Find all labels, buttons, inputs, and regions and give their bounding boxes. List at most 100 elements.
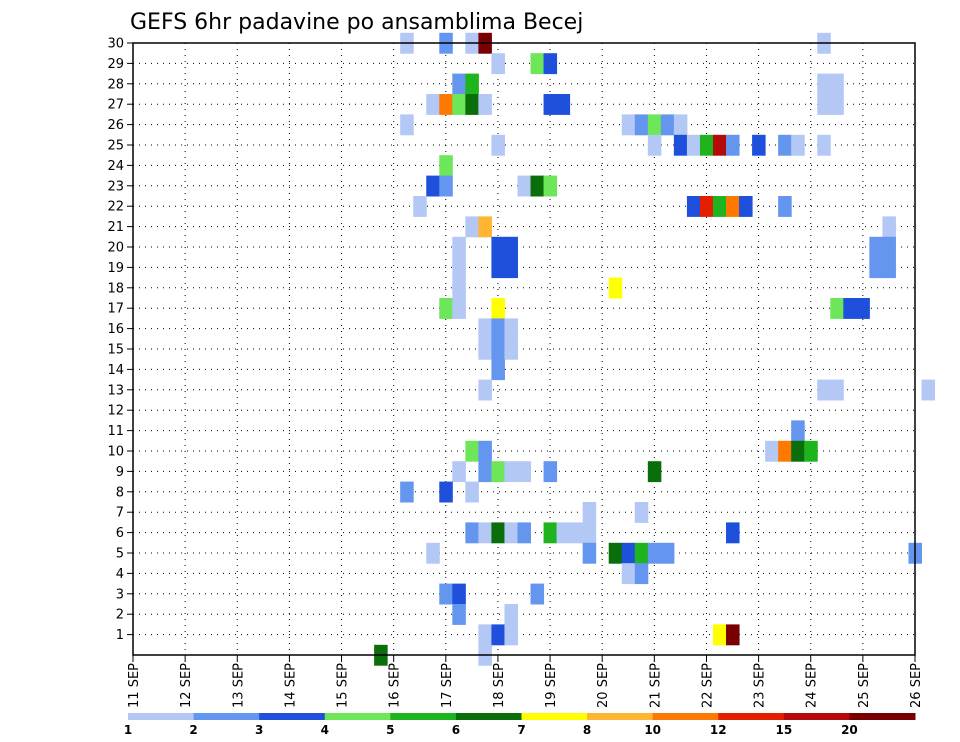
precip-cell: [830, 379, 844, 401]
precip-cell: [439, 155, 453, 177]
precip-cell: [543, 522, 558, 544]
y-tick-label: 13: [107, 383, 124, 398]
precip-cell: [452, 277, 466, 299]
x-tick-label: 14 SEP: [283, 663, 298, 708]
y-tick-label: 29: [107, 57, 124, 72]
precip-cell: [478, 94, 492, 115]
y-tick-label: 7: [116, 506, 124, 521]
chart-title: GEFS 6hr padavine po ansamblima Becej: [130, 10, 583, 35]
precip-cell: [439, 481, 453, 503]
precip-cell: [439, 175, 453, 197]
precip-cell: [739, 196, 753, 217]
precip-cell: [465, 94, 479, 115]
y-tick-label: 10: [107, 445, 124, 460]
precip-cell: [647, 134, 662, 156]
y-tick-label: 11: [107, 424, 124, 439]
colorbar-swatch: [587, 713, 654, 720]
precip-cell: [608, 277, 623, 299]
precip-cell: [413, 196, 427, 217]
y-tick-label: 18: [107, 281, 124, 296]
precip-cell: [621, 114, 636, 136]
precip-cell: [804, 440, 818, 462]
precip-cell: [439, 94, 453, 115]
colorbar-label: 12: [710, 723, 727, 737]
y-tick-label: 6: [116, 526, 124, 541]
precip-cell: [530, 175, 545, 197]
precip-cell: [491, 522, 505, 544]
x-tick-label: 24 SEP: [805, 663, 820, 708]
x-tick-label: 23 SEP: [753, 663, 768, 708]
precip-cell: [778, 196, 792, 217]
precip-cell: [556, 522, 571, 544]
precip-cell: [882, 257, 896, 279]
y-tick-label: 28: [107, 77, 124, 92]
y-tick-label: 27: [107, 98, 124, 113]
colorbar-swatch: [849, 713, 916, 720]
precip-cell: [478, 440, 492, 462]
y-tick-label: 4: [116, 567, 124, 582]
precip-cell: [465, 440, 479, 462]
precip-cell: [608, 542, 623, 564]
y-tick-label: 15: [107, 343, 124, 358]
precip-cell: [921, 379, 936, 401]
precip-cell: [791, 134, 805, 156]
precip-cell: [634, 114, 649, 136]
x-tick-label: 11 SEP: [127, 663, 142, 708]
precip-cell: [530, 583, 545, 605]
precip-cell: [491, 461, 505, 483]
precip-cell: [543, 175, 558, 197]
precip-cell: [478, 318, 492, 340]
colorbar-label: 4: [321, 723, 329, 737]
colorbar-swatch: [324, 713, 391, 720]
precip-cell: [765, 440, 779, 462]
colorbar-swatch: [718, 713, 785, 720]
precip-cell: [778, 440, 792, 462]
precip-cell: [452, 73, 466, 95]
precip-cell: [452, 257, 466, 279]
precip-cell: [712, 134, 727, 156]
precip-cell: [517, 522, 532, 544]
colorbar: 1 2 3 4 5 6 7 8 10 12 15 20: [124, 713, 916, 737]
precip-cell: [465, 216, 479, 238]
precip-cell: [569, 522, 584, 544]
colorbar-label: 3: [255, 723, 263, 737]
precip-cell: [634, 563, 649, 585]
precip-cell: [712, 196, 727, 217]
precip-cell: [582, 502, 597, 523]
colorbar-swatch: [390, 713, 457, 720]
precip-cell: [517, 175, 532, 197]
precip-cell: [452, 298, 466, 319]
precip-cell: [491, 134, 505, 156]
precip-cell: [504, 461, 518, 483]
precip-cell: [478, 216, 492, 238]
y-tick-label: 21: [107, 220, 124, 235]
x-tick-label: 16 SEP: [388, 663, 403, 708]
precip-cell: [491, 624, 505, 646]
colorbar-swatch: [521, 713, 588, 720]
y-tick-label: 16: [107, 322, 124, 337]
precip-cell: [478, 379, 492, 401]
colorbar-label: 7: [517, 723, 525, 737]
precip-cell: [712, 624, 727, 646]
precip-cell: [582, 522, 597, 544]
y-tick-label: 14: [107, 363, 124, 378]
precip-cell: [504, 257, 518, 279]
precip-cell: [817, 73, 831, 95]
precip-cell: [830, 298, 844, 319]
colorbar-label: 8: [583, 723, 591, 737]
precip-cell: [400, 481, 414, 503]
precip-cell: [543, 94, 558, 115]
precip-cell: [699, 196, 714, 217]
precip-cell: [647, 114, 662, 136]
precip-cell: [491, 338, 505, 360]
precip-cell: [491, 53, 505, 75]
precip-cell: [791, 440, 805, 462]
precip-cell: [504, 624, 518, 646]
precip-cell: [491, 236, 505, 258]
precip-cell: [452, 94, 466, 115]
precip-cell: [452, 583, 466, 605]
precip-cell: [647, 542, 662, 564]
precip-cell: [882, 236, 896, 258]
y-axis: 1234567891011121314151617181920212223242…: [107, 37, 133, 643]
